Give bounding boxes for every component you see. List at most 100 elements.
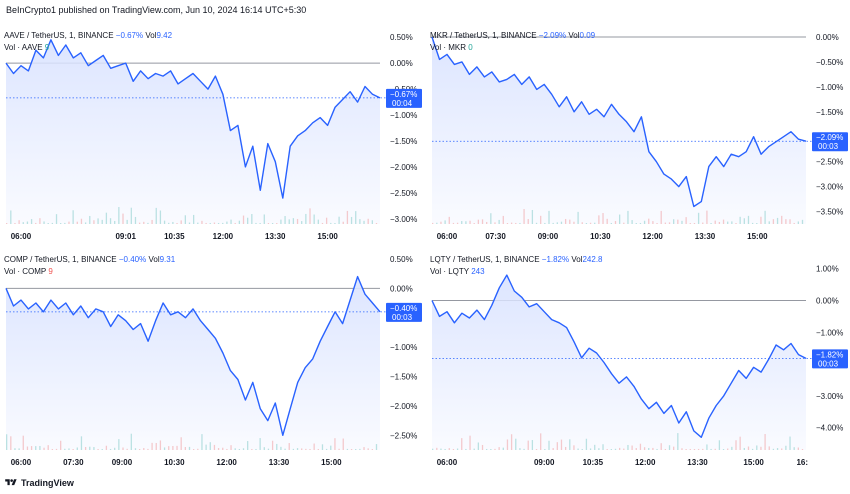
- price-badge-value: −0.40%: [390, 304, 417, 313]
- price-badge-countdown: 00:04: [392, 99, 413, 108]
- vol-value: 0.09: [579, 31, 596, 40]
- price-line-aave: [5, 39, 381, 199]
- legend-lqty: LQTY / TetherUS, 1, BINANCE −1.82% Vol24…: [430, 254, 603, 278]
- price-badge: [812, 132, 848, 152]
- x-tick-label: 10:35: [164, 232, 185, 241]
- price-badge-countdown: 00:03: [818, 359, 839, 368]
- y-tick-label: −0.50%: [816, 58, 843, 67]
- price-area-aave: [6, 39, 380, 224]
- x-tick-label: 06:00: [11, 458, 32, 467]
- y-tick-label: 1.00%: [816, 265, 839, 274]
- legend-comp: COMP / TetherUS, 1, BINANCE −0.40% Vol9.…: [4, 254, 175, 278]
- vol-value: 242.8: [582, 255, 603, 264]
- y-tick-label: −2.50%: [816, 158, 843, 167]
- vol-line-label: Vol · MKR: [430, 43, 467, 52]
- chart-svg-mkr[interactable]: 0.00%−0.50%−1.00%−1.50%−2.00%−2.50%−3.00…: [426, 26, 850, 246]
- vol-label: Vol: [148, 255, 160, 264]
- price-line-comp: [5, 275, 381, 436]
- x-tick-label: 12:00: [642, 232, 663, 241]
- chart-svg-lqty[interactable]: 1.00%0.00%−1.00%−2.00%−3.00%−4.00%06:000…: [426, 250, 850, 472]
- vol-line-value: 0: [468, 43, 473, 52]
- y-tick-label: −3.00%: [816, 183, 843, 192]
- x-tick-label: 06:00: [437, 458, 458, 467]
- y-tick-label: 0.00%: [816, 297, 839, 306]
- tradingview-footer[interactable]: TradingView: [4, 478, 74, 488]
- y-tick-label: −3.00%: [390, 215, 417, 224]
- y-tick-label: 0.00%: [390, 284, 413, 293]
- price-badge: [386, 302, 422, 322]
- y-tick-label: −1.50%: [816, 108, 843, 117]
- price-badge-value: −0.67%: [390, 90, 417, 99]
- change-label: −2.09%: [538, 31, 567, 40]
- y-tick-label: −1.00%: [390, 111, 417, 120]
- x-tick-label: 13:30: [695, 232, 716, 241]
- vol-line-value: 9: [44, 43, 50, 52]
- brand-label: TradingView: [21, 478, 74, 488]
- y-tick-label: −2.50%: [390, 189, 417, 198]
- chart-panel-aave[interactable]: 0.50%0.00%−0.50%−1.00%−1.50%−2.00%−2.50%…: [0, 26, 424, 246]
- vol-line-label: Vol · AAVE: [4, 43, 43, 52]
- y-tick-label: −2.50%: [390, 431, 417, 440]
- y-tick-label: −3.50%: [816, 208, 843, 217]
- vol-value: 9.31: [159, 255, 176, 264]
- x-tick-label: 12:00: [213, 232, 234, 241]
- x-tick-label: 06:00: [437, 232, 458, 241]
- x-tick-label: 16:: [796, 458, 808, 467]
- x-tick-label: 07:30: [485, 232, 506, 241]
- y-tick-label: −1.50%: [390, 137, 417, 146]
- x-tick-label: 13:30: [687, 458, 708, 467]
- vol-line-label: Vol · LQTY: [430, 267, 469, 276]
- price-badge: [812, 349, 848, 369]
- x-tick-label: 13:30: [265, 232, 286, 241]
- y-tick-label: −1.00%: [816, 328, 843, 337]
- price-badge-countdown: 00:03: [818, 142, 839, 151]
- y-tick-label: 0.50%: [390, 33, 413, 42]
- price-line-lqty: [431, 274, 807, 438]
- symbol-label: AAVE / TetherUS, 1, BINANCE: [4, 31, 114, 40]
- x-tick-label: 13:30: [269, 458, 290, 467]
- vol-label: Vol: [571, 255, 583, 264]
- y-tick-label: −2.00%: [390, 402, 417, 411]
- price-area-comp: [6, 276, 380, 450]
- y-tick-label: −2.00%: [390, 163, 417, 172]
- y-tick-label: 0.00%: [390, 59, 413, 68]
- x-tick-label: 09:00: [538, 232, 559, 241]
- y-tick-label: −1.50%: [390, 373, 417, 382]
- y-tick-label: −1.00%: [816, 83, 843, 92]
- price-badge-value: −2.09%: [816, 133, 843, 142]
- x-tick-label: 09:00: [112, 458, 133, 467]
- x-tick-label: 12:00: [216, 458, 237, 467]
- x-tick-label: 10:35: [583, 458, 604, 467]
- legend-mkr: MKR / TetherUS, 1, BINANCE −2.09% Vol0.0…: [430, 30, 595, 54]
- vol-line-label: Vol · COMP: [4, 267, 47, 276]
- x-tick-label: 15:00: [321, 458, 342, 467]
- price-badge-value: −1.82%: [816, 350, 843, 359]
- x-tick-label: 07:30: [63, 458, 84, 467]
- x-tick-label: 15:00: [317, 232, 338, 241]
- x-tick-label: 09:01: [115, 232, 136, 241]
- x-tick-label: 12:00: [635, 458, 656, 467]
- y-tick-label: 0.50%: [390, 255, 413, 264]
- price-badge-countdown: 00:03: [392, 313, 413, 322]
- x-tick-label: 06:00: [11, 232, 32, 241]
- publish-caption: BeInCrypto1 published on TradingView.com…: [6, 5, 307, 15]
- chart-panel-comp[interactable]: 0.50%0.00%−0.50%−1.00%−1.50%−2.00%−2.50%…: [0, 250, 424, 472]
- change-label: −0.67%: [115, 31, 144, 40]
- y-tick-label: −4.00%: [816, 424, 843, 433]
- x-tick-label: 15:00: [743, 458, 764, 467]
- y-tick-label: 0.00%: [816, 33, 839, 42]
- y-tick-label: −3.00%: [816, 392, 843, 401]
- price-badge: [386, 88, 422, 108]
- chart-svg-comp[interactable]: 0.50%0.00%−0.50%−1.00%−1.50%−2.00%−2.50%…: [0, 250, 424, 472]
- x-tick-label: 09:00: [534, 458, 555, 467]
- change-label: −0.40%: [118, 255, 147, 264]
- symbol-label: LQTY / TetherUS, 1, BINANCE: [430, 255, 540, 264]
- chart-svg-aave[interactable]: 0.50%0.00%−0.50%−1.00%−1.50%−2.00%−2.50%…: [0, 26, 424, 246]
- vol-label: Vol: [568, 31, 580, 40]
- x-tick-label: 10:30: [164, 458, 185, 467]
- y-tick-label: −1.00%: [390, 343, 417, 352]
- chart-panel-mkr[interactable]: 0.00%−0.50%−1.00%−1.50%−2.00%−2.50%−3.00…: [426, 26, 850, 246]
- price-area-lqty: [432, 275, 806, 450]
- vol-label: Vol: [145, 31, 157, 40]
- chart-panel-lqty[interactable]: 1.00%0.00%−1.00%−2.00%−3.00%−4.00%06:000…: [426, 250, 850, 472]
